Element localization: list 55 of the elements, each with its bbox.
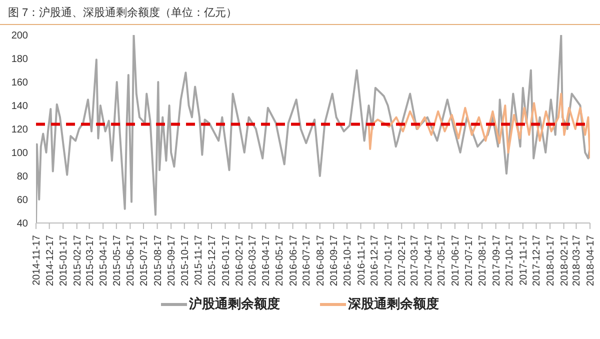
x-tick-label: 2015-12-17 — [206, 234, 218, 286]
x-tick-label: 2017-04-17 — [423, 234, 434, 286]
x-tick-label: 2016-04-17 — [261, 234, 272, 286]
y-tick-label: 40 — [16, 218, 28, 230]
y-tick-label: 60 — [16, 195, 28, 206]
x-tick-label: 2018-02-17 — [559, 234, 570, 286]
x-tick-label: 2016-02-17 — [234, 234, 246, 286]
x-tick-label: 2016-08-17 — [315, 234, 326, 286]
x-tick-label: 2015-03-17 — [84, 234, 96, 286]
x-tick-label: 2016-10-17 — [342, 234, 354, 286]
x-tick-label: 2017-11-17 — [518, 234, 530, 286]
x-tick-label: 2016-05-17 — [274, 234, 286, 286]
x-tick-label: 2014-11-17 — [32, 234, 42, 286]
x-tick-label: 2017-08-17 — [478, 234, 489, 286]
x-tick-label: 2018-03-17 — [572, 234, 583, 286]
y-tick-label: 100 — [11, 148, 28, 160]
x-tick-label: 2015-10-17 — [180, 234, 191, 286]
x-tick-label: 2017-06-17 — [450, 234, 462, 286]
x-tick-label: 2016-01-17 — [220, 234, 232, 286]
x-tick-label: 2015-06-17 — [126, 234, 137, 286]
x-tick-label: 2015-04-17 — [98, 234, 110, 286]
x-tick-label: 2017-09-17 — [491, 234, 502, 286]
y-tick-label: 200 — [11, 30, 28, 42]
x-tick-label: 2015-08-17 — [152, 234, 164, 286]
x-tick-label: 2015-07-17 — [139, 234, 150, 286]
x-tick-label: 2015-09-17 — [166, 234, 178, 286]
x-tick-label: 2017-07-17 — [464, 234, 475, 286]
x-tick-label: 2015-05-17 — [112, 234, 123, 286]
line-series — [368, 92, 590, 160]
y-tick-label: 120 — [11, 124, 28, 136]
x-tick-label: 2017-12-17 — [532, 234, 543, 286]
legend-label: 深股通剩余额度 — [348, 295, 439, 313]
y-tick-label: 160 — [11, 78, 28, 89]
x-tick-label: 2017-03-17 — [410, 234, 421, 286]
y-tick-label: 180 — [11, 54, 28, 66]
x-tick-label: 2015-01-17 — [58, 234, 70, 286]
legend-label: 沪股通剩余额度 — [189, 295, 280, 313]
x-tick-label: 2014-12-17 — [44, 234, 56, 286]
x-tick-label: 2016-11-17 — [356, 234, 368, 286]
x-tick-label: 2016-09-17 — [329, 234, 340, 286]
x-tick-label: 2018-01-17 — [546, 234, 557, 286]
y-tick-label: 140 — [11, 101, 28, 112]
x-tick-label: 2017-10-17 — [504, 234, 516, 286]
x-tick-label: 2017-05-17 — [436, 234, 448, 286]
y-tick-label: 80 — [16, 172, 28, 183]
x-tick-label: 2016-07-17 — [302, 234, 313, 286]
x-tick-label: 2017-02-17 — [397, 234, 408, 286]
x-tick-label: 2016-03-17 — [247, 234, 258, 286]
x-tick-label: 2015-11-17 — [194, 234, 205, 286]
x-tick-label: 2018-04-17 — [586, 234, 596, 286]
x-tick-label: 2017-01-17 — [383, 234, 394, 286]
x-tick-label: 2015-02-17 — [72, 234, 84, 286]
x-tick-label: 2016-06-17 — [288, 234, 300, 286]
chart-title: 图 7：沪股通、深股通剩余额度（单位：亿元） — [0, 0, 600, 25]
x-tick-label: 2016-12-17 — [370, 234, 381, 286]
